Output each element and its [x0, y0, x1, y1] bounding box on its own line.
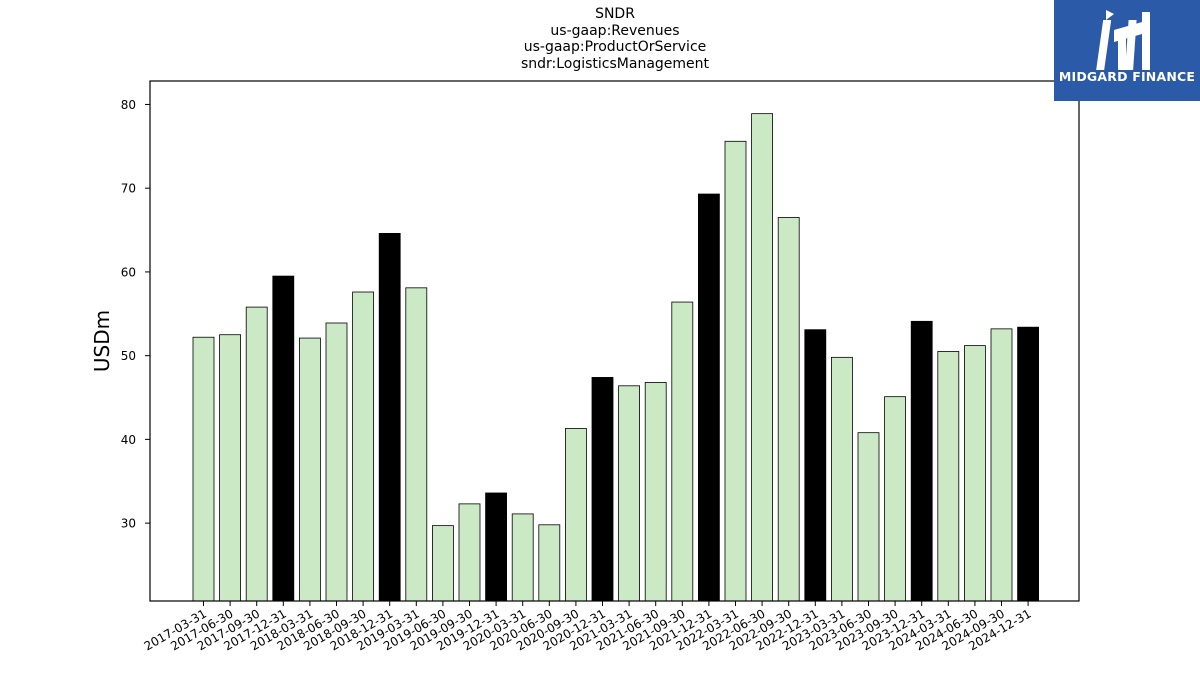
bars-group — [192, 113, 1039, 602]
bar-2024-09-30 — [990, 328, 1013, 602]
bar-2024-12-31 — [1017, 326, 1039, 602]
plot-frame — [149, 80, 1080, 602]
bar-2020-12-31 — [591, 377, 614, 602]
bar-2019-06-30 — [431, 525, 454, 602]
bar-2020-09-30 — [565, 428, 587, 602]
y-tick-label: 30 — [121, 517, 136, 531]
bar-2022-03-31 — [724, 140, 747, 602]
bar-2023-09-30 — [884, 396, 906, 602]
y-tick-label: 40 — [121, 433, 136, 447]
bar-2022-06-30 — [751, 113, 773, 602]
bar-2020-03-31 — [511, 513, 534, 602]
bar-2021-09-30 — [671, 301, 694, 602]
bar-2023-03-31 — [831, 356, 853, 602]
bar-2019-12-31 — [485, 492, 508, 602]
bar-2017-06-30 — [219, 334, 242, 602]
x-axis: 2017-03-312017-06-302017-09-302017-12-31… — [142, 601, 1034, 653]
bar-2022-12-31 — [804, 329, 827, 602]
bar-2020-06-30 — [538, 524, 561, 602]
bar-2018-12-31 — [378, 232, 401, 602]
bar-2017-12-31 — [272, 275, 295, 602]
bar-2024-03-31 — [937, 351, 960, 602]
bar-2018-09-30 — [352, 291, 375, 602]
chart-title-line-2: us-gaap:Revenues — [550, 22, 680, 39]
logo-text: MIDGARD FINANCE — [1058, 69, 1196, 84]
bar-2023-06-30 — [857, 432, 880, 602]
bar-2021-03-31 — [618, 385, 640, 602]
bar-2022-09-30 — [777, 217, 800, 602]
y-tick-label: 80 — [121, 98, 136, 112]
chart-title-line-4: sndr:LogisticsManagement — [520, 55, 710, 72]
chart-title-line-3: us-gaap:ProductOrService — [523, 39, 707, 55]
y-tick-label: 70 — [121, 182, 136, 196]
y-tick-label: 60 — [121, 265, 136, 279]
bar-2021-12-31 — [698, 193, 720, 602]
y-tick-label: 50 — [121, 349, 136, 363]
y-axis: 30 40 50 60 70 80 — [121, 98, 150, 531]
bar-2017-09-30 — [245, 306, 268, 602]
brand-logo: MIDGARD FINANCE — [1054, 0, 1200, 101]
bar-2019-09-30 — [458, 503, 481, 602]
y-axis-label: USDm — [90, 310, 114, 372]
chart-title-line-1: SNDR — [595, 6, 635, 22]
bar-2018-06-30 — [325, 322, 348, 602]
bar-2017-03-31 — [192, 336, 215, 602]
bar-2023-12-31 — [910, 320, 933, 602]
chart-title: SNDR us-gaap:Revenues us-gaap:ProductOrS… — [0, 6, 1200, 72]
bar-2024-06-30 — [964, 345, 986, 602]
bar-2021-06-30 — [644, 382, 667, 602]
logo-mark-icon — [1096, 10, 1150, 70]
bar-2019-03-31 — [405, 287, 428, 602]
bar-2018-03-31 — [298, 337, 321, 602]
